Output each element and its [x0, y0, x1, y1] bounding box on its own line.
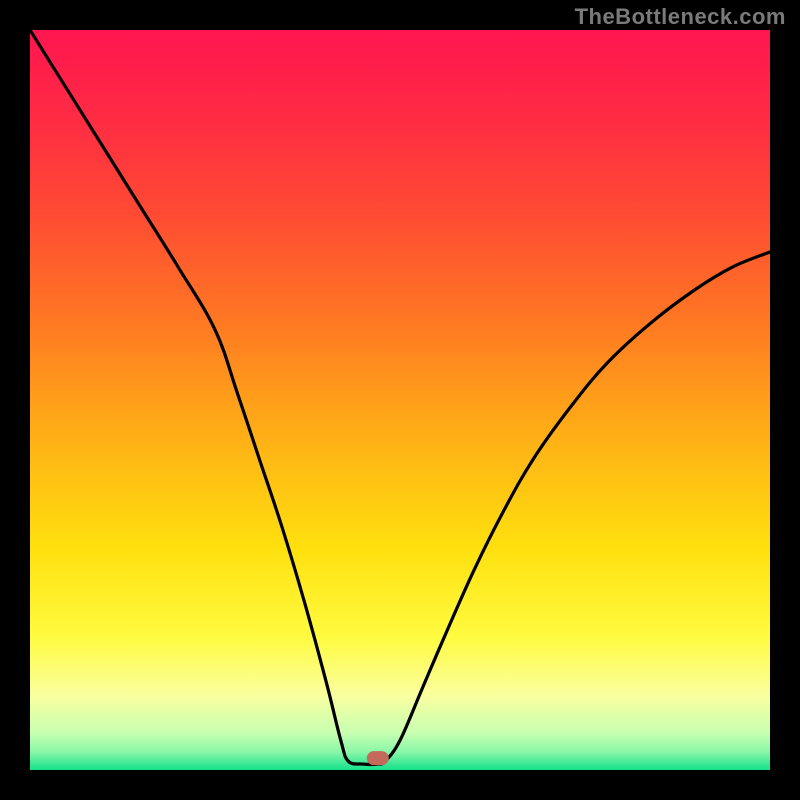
plot-background [30, 30, 770, 770]
min-marker [367, 751, 389, 765]
plot-svg [30, 30, 770, 770]
chart-frame: TheBottleneck.com [0, 0, 800, 800]
plot-area [30, 30, 770, 770]
watermark-text: TheBottleneck.com [575, 4, 786, 30]
